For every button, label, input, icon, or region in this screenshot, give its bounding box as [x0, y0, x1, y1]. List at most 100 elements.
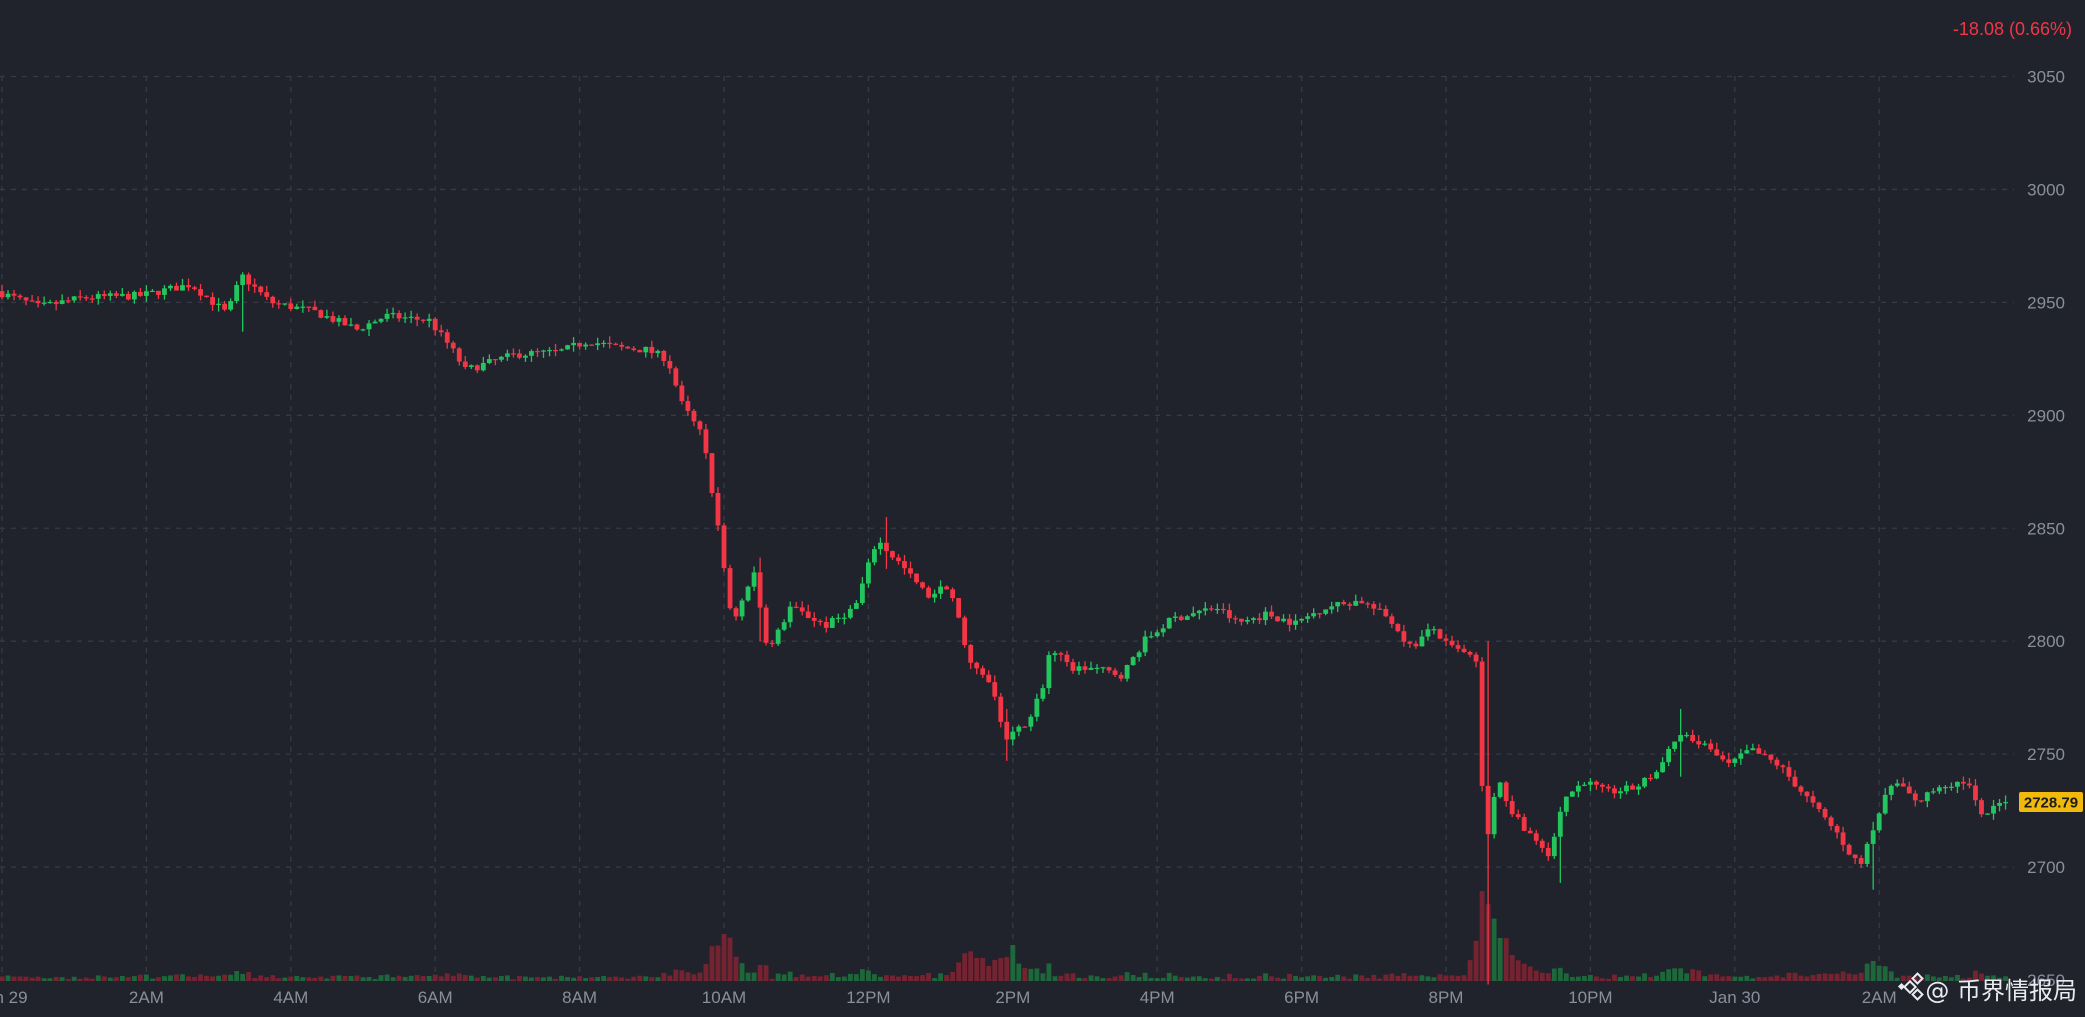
candle-body [354, 324, 360, 330]
volume-bar [1214, 976, 1220, 981]
volume-bar [1287, 974, 1292, 981]
candle [709, 453, 715, 497]
volume-bar [1082, 978, 1088, 981]
y-tick-label: 3050 [2027, 68, 2065, 87]
volume-bar [1419, 975, 1425, 981]
volume-bar [1160, 977, 1166, 981]
candle [932, 589, 937, 603]
volume-bar [1202, 978, 1208, 981]
candle-body [1762, 753, 1768, 755]
candle-body [547, 350, 552, 352]
volume-bar [944, 974, 950, 981]
volume-bar [884, 975, 889, 981]
candle-body [1395, 623, 1401, 632]
candle-body [498, 356, 504, 360]
candle-body [17, 295, 23, 298]
candle [1985, 813, 1990, 815]
time-axis[interactable]: Jan 29 2AM 4AM 6AM 8AM 10AM 12PM 2PM 4PM 6PM 8PM 10… [0, 988, 1897, 1007]
candle-body [1160, 628, 1166, 633]
candle [992, 675, 998, 701]
candle [1371, 601, 1377, 616]
candle [920, 581, 925, 590]
candle [288, 298, 294, 311]
volume-bars [0, 891, 2008, 981]
volume-bar [83, 977, 89, 981]
candle-body [823, 621, 829, 628]
candle [914, 573, 919, 585]
volume-bar [950, 971, 956, 981]
candle-body [673, 368, 679, 386]
candle [1973, 779, 1978, 806]
volume-bar [589, 977, 595, 981]
candle-body [1311, 613, 1317, 617]
candle [1936, 784, 1942, 795]
candle-body [330, 316, 336, 322]
volume-bar [571, 977, 576, 981]
candle-body [1714, 749, 1720, 756]
candle-body [841, 617, 847, 619]
volume-bar [974, 957, 980, 981]
candle [1503, 780, 1509, 807]
candle-body [1359, 600, 1365, 604]
candle-body [1196, 610, 1202, 614]
candle [1214, 603, 1220, 614]
volume-bar [504, 975, 510, 981]
volume-bar [1936, 977, 1942, 981]
candle-body [77, 296, 83, 298]
candle [835, 613, 841, 623]
volume-bar [1028, 968, 1034, 981]
candle [1726, 752, 1732, 768]
candle-body [1257, 618, 1262, 621]
volume-bar [757, 965, 763, 981]
candle-body [962, 617, 968, 646]
price-axis[interactable]: 3050 3000 2950 2900 2850 2800 2750 2700 2650 [2027, 68, 2065, 991]
candle-body [1184, 616, 1190, 620]
candle-body [1407, 641, 1413, 644]
candle-body [535, 351, 540, 353]
volume-bar [420, 975, 426, 981]
candle [1473, 652, 1479, 668]
candle [348, 317, 354, 327]
volume-bar [1118, 975, 1124, 981]
volume-bar [739, 963, 745, 981]
volume-bar [390, 977, 396, 981]
x-tick-label: 2AM [129, 988, 164, 1007]
candle-body [414, 316, 420, 320]
candle [1834, 824, 1840, 839]
candle-body [1672, 741, 1678, 749]
candle [474, 364, 480, 374]
candle-body [908, 568, 913, 574]
volume-bar [920, 975, 925, 981]
volume-bar [1581, 976, 1587, 981]
candle [342, 315, 348, 326]
candle-body [637, 350, 643, 353]
candle [1792, 770, 1798, 788]
candle-body [1587, 781, 1593, 785]
volume-bar [805, 976, 811, 981]
candle-body [1226, 610, 1232, 619]
candle-body [1780, 765, 1786, 768]
candle [1702, 740, 1708, 747]
volume-bar [1780, 977, 1786, 981]
candle [5, 290, 11, 300]
volume-bar [492, 977, 498, 981]
candle [571, 337, 576, 352]
candle [1449, 635, 1455, 648]
candle [1612, 784, 1617, 799]
candle-body [1287, 618, 1292, 625]
candle-body [234, 285, 240, 302]
volume-bar [360, 977, 366, 981]
volume-bar [1822, 973, 1828, 981]
volume-bar [1587, 974, 1593, 981]
volume-bar [1317, 975, 1323, 981]
volume-bar [835, 977, 841, 981]
candle [306, 306, 312, 312]
candle [1443, 634, 1449, 647]
candle [372, 319, 378, 324]
volume-bar [1654, 975, 1659, 981]
candle [1184, 614, 1190, 621]
volume-bar [1208, 978, 1214, 981]
candle-body [1973, 785, 1978, 801]
candle-body [1431, 629, 1437, 631]
